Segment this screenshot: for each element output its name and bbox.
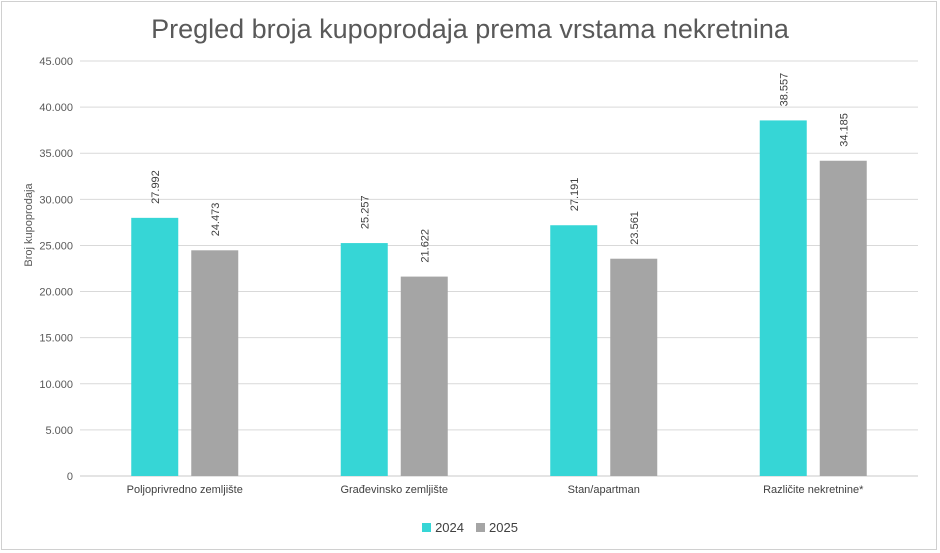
y-tick-label: 15.000 <box>39 333 73 345</box>
legend-label-2025: 2025 <box>489 520 518 535</box>
data-label: 24.473 <box>210 203 222 237</box>
y-tick-label: 40.000 <box>39 102 73 114</box>
bar-2024 <box>131 217 179 476</box>
data-label: 34.185 <box>838 113 850 147</box>
data-labels: 27.992 24.473 25.257 21.622 27.191 23.561 38.5… <box>150 73 851 263</box>
legend: 2024 2025 <box>0 520 940 535</box>
data-label: 27.992 <box>150 170 162 204</box>
bar-2025 <box>819 160 867 476</box>
bar-2025 <box>610 258 658 476</box>
bar-2024 <box>759 120 807 477</box>
category-label: Poljoprivredno zemljište <box>127 484 243 496</box>
y-tick-label: 35.000 <box>39 148 73 160</box>
data-label: 21.622 <box>419 229 431 263</box>
bar-2025 <box>191 250 239 476</box>
legend-item-2024: 2024 <box>422 520 464 535</box>
bar-2025 <box>400 276 448 476</box>
category-label: Različite nekretnine* <box>763 484 864 496</box>
data-label: 25.257 <box>359 195 371 229</box>
bar-2024 <box>340 243 388 476</box>
y-tick-label: 25.000 <box>39 240 73 252</box>
category-label: Stan/apartman <box>568 484 640 496</box>
y-tick-label: 0 <box>67 471 73 483</box>
y-axis-label: Broj kupoprodaja <box>23 183 35 267</box>
data-label: 23.561 <box>629 211 641 245</box>
data-label: 38.557 <box>778 73 790 107</box>
category-labels: Poljoprivredno zemljište Građevinsko zeml… <box>127 484 864 496</box>
y-tick-label: 45.000 <box>39 56 73 68</box>
bars <box>131 120 867 477</box>
legend-swatch-2024 <box>422 523 432 532</box>
y-tick-label: 20.000 <box>39 287 73 299</box>
legend-item-2025: 2025 <box>476 520 518 535</box>
bar-2024 <box>550 225 598 476</box>
data-label: 27.191 <box>569 178 581 212</box>
legend-label-2024: 2024 <box>435 520 464 535</box>
y-axis-ticks: 0 5.000 10.000 15.000 20.000 25.000 30.000 35.0… <box>39 56 73 483</box>
y-tick-label: 5.000 <box>45 425 73 437</box>
y-tick-label: 30.000 <box>39 194 73 206</box>
legend-swatch-2025 <box>476 523 485 532</box>
chart-title: Pregled broja kupoprodaja prema vrstama … <box>151 14 789 44</box>
category-label: Građevinsko zemljište <box>340 484 448 496</box>
y-tick-label: 10.000 <box>39 379 73 391</box>
